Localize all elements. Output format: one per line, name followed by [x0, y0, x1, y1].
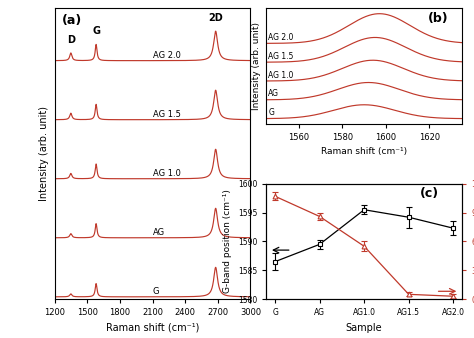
Text: AG 1.5: AG 1.5 [268, 52, 294, 61]
Text: AG 1.0: AG 1.0 [268, 71, 294, 79]
Text: AG 2.0: AG 2.0 [268, 33, 294, 42]
Text: D: D [67, 35, 75, 45]
Text: AG: AG [153, 228, 164, 237]
Text: (c): (c) [419, 187, 438, 200]
X-axis label: Raman shift (cm⁻¹): Raman shift (cm⁻¹) [106, 323, 199, 333]
X-axis label: Raman shift (cm⁻¹): Raman shift (cm⁻¹) [321, 147, 407, 156]
Text: 2D: 2D [208, 13, 223, 23]
Text: G: G [153, 287, 159, 296]
Text: G: G [268, 108, 274, 117]
Text: G: G [92, 26, 100, 37]
Text: AG 2.0: AG 2.0 [153, 51, 181, 60]
Text: (b): (b) [428, 12, 448, 25]
Text: (a): (a) [63, 14, 82, 27]
Text: AG: AG [268, 89, 279, 98]
Y-axis label: Intensity (arb. unit): Intensity (arb. unit) [252, 22, 261, 110]
Text: AG 1.0: AG 1.0 [153, 169, 181, 178]
Y-axis label: G-band position (cm⁻¹): G-band position (cm⁻¹) [223, 190, 232, 293]
Text: AG 1.5: AG 1.5 [153, 110, 181, 119]
Y-axis label: Intensity (arb. unit): Intensity (arb. unit) [39, 106, 49, 201]
X-axis label: Sample: Sample [346, 323, 383, 333]
